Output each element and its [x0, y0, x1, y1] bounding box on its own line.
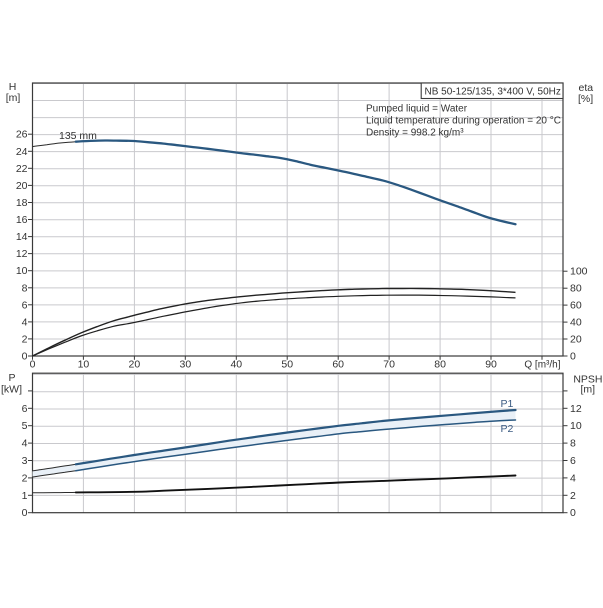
svg-text:3: 3	[22, 455, 28, 467]
svg-text:16: 16	[16, 214, 28, 226]
svg-text:[kW]: [kW]	[1, 384, 22, 396]
svg-text:Pumped liquid = Water: Pumped liquid = Water	[366, 104, 468, 115]
svg-text:24: 24	[16, 146, 28, 158]
svg-text:P: P	[8, 372, 15, 384]
svg-text:70: 70	[383, 359, 395, 371]
svg-text:6: 6	[570, 455, 576, 467]
svg-text:[%]: [%]	[578, 93, 593, 105]
svg-text:2: 2	[570, 490, 576, 502]
svg-text:8: 8	[22, 282, 28, 294]
svg-text:4: 4	[22, 316, 28, 328]
svg-text:10: 10	[78, 359, 90, 371]
svg-text:6: 6	[22, 299, 28, 311]
svg-text:P2: P2	[501, 423, 514, 435]
svg-text:30: 30	[180, 359, 192, 371]
svg-text:20: 20	[129, 359, 141, 371]
svg-text:14: 14	[16, 231, 28, 243]
svg-text:[m]: [m]	[6, 92, 21, 104]
svg-text:20: 20	[16, 180, 28, 192]
svg-text:0: 0	[570, 507, 576, 519]
svg-text:eta: eta	[579, 82, 594, 94]
svg-text:90: 90	[485, 359, 497, 371]
svg-text:P1: P1	[501, 398, 514, 410]
svg-text:5: 5	[22, 420, 28, 432]
svg-text:0: 0	[570, 351, 576, 363]
svg-text:10: 10	[16, 265, 28, 277]
svg-text:0: 0	[22, 507, 28, 519]
svg-text:Q [m³/h]: Q [m³/h]	[524, 360, 560, 371]
svg-text:80: 80	[570, 283, 582, 295]
svg-text:4: 4	[570, 472, 576, 484]
svg-text:26: 26	[16, 129, 28, 141]
svg-text:2: 2	[22, 333, 28, 345]
svg-text:135 mm: 135 mm	[59, 130, 97, 142]
svg-text:12: 12	[570, 403, 582, 415]
svg-text:0: 0	[22, 351, 28, 363]
svg-text:0: 0	[30, 359, 36, 371]
svg-text:40: 40	[570, 317, 582, 329]
svg-text:80: 80	[434, 359, 446, 371]
svg-text:20: 20	[570, 334, 582, 346]
svg-text:10: 10	[570, 420, 582, 432]
svg-text:2: 2	[22, 472, 28, 484]
svg-text:H: H	[9, 81, 17, 93]
svg-text:8: 8	[570, 438, 576, 450]
svg-text:4: 4	[22, 438, 28, 450]
svg-text:60: 60	[332, 359, 344, 371]
svg-text:NPSH: NPSH	[573, 374, 602, 386]
svg-text:6: 6	[22, 403, 28, 415]
svg-text:1: 1	[22, 490, 28, 502]
svg-text:100: 100	[570, 266, 588, 278]
svg-text:22: 22	[16, 163, 28, 175]
svg-text:50: 50	[281, 359, 293, 371]
svg-text:NB 50-125/135, 3*400 V, 50Hz: NB 50-125/135, 3*400 V, 50Hz	[425, 86, 561, 97]
svg-text:40: 40	[230, 359, 242, 371]
svg-text:12: 12	[16, 248, 28, 260]
svg-text:[m]: [m]	[581, 384, 596, 396]
svg-text:18: 18	[16, 197, 28, 209]
svg-text:Density = 998.2 kg/m³: Density = 998.2 kg/m³	[366, 128, 464, 139]
svg-text:60: 60	[570, 300, 582, 312]
svg-text:Liquid temperature during oper: Liquid temperature during operation = 20…	[366, 116, 561, 127]
